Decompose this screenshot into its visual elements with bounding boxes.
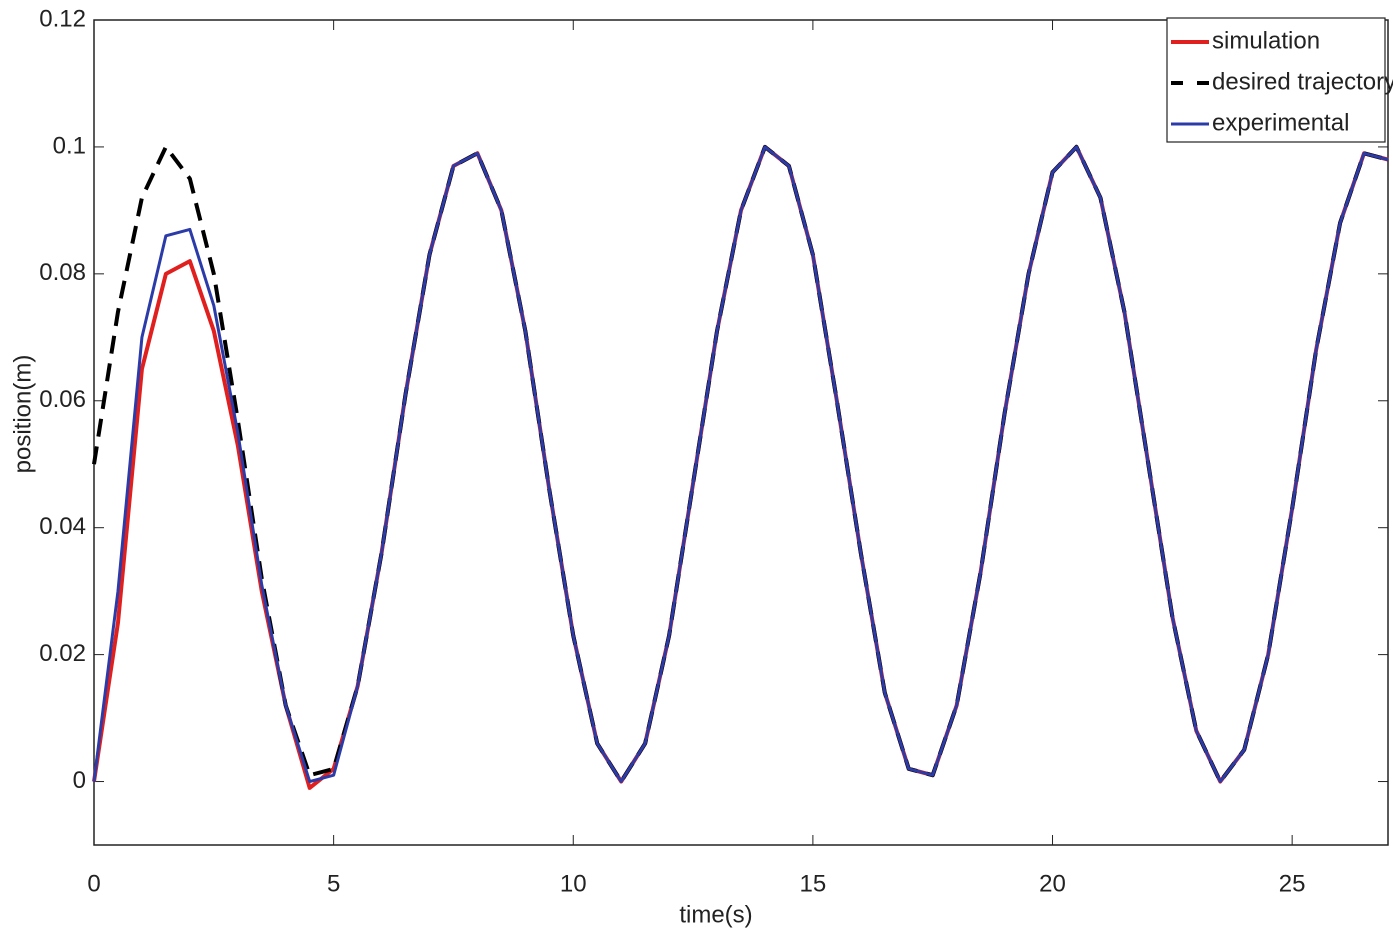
- legend-label: simulation: [1212, 27, 1320, 54]
- y-tick-label: 0.04: [39, 513, 86, 540]
- legend-label: experimental: [1212, 109, 1349, 136]
- y-tick-label: 0.06: [39, 386, 86, 413]
- y-tick-label: 0.1: [53, 132, 86, 159]
- x-tick-label: 0: [87, 870, 100, 897]
- series-line: [92, 144, 1389, 790]
- y-tick-label: 0.08: [39, 259, 86, 286]
- x-tick-label: 10: [560, 870, 587, 897]
- y-tick-label: 0: [73, 767, 86, 794]
- x-tick-label: 20: [1039, 870, 1066, 897]
- legend-label: desired trajectory: [1212, 68, 1393, 95]
- x-axis-label: time(s): [679, 901, 752, 928]
- x-tick-label: 25: [1279, 870, 1306, 897]
- x-tick-label: 15: [800, 870, 827, 897]
- y-tick-label: 0.02: [39, 640, 86, 667]
- series-line: [92, 145, 1389, 784]
- plot-frame: [93, 19, 1389, 846]
- x-tick-label: 5: [327, 870, 340, 897]
- legend-box: [1166, 17, 1386, 143]
- y-tick-label: 0.12: [39, 5, 86, 32]
- series-line: [92, 144, 1389, 784]
- y-axis-label: position(m): [9, 355, 36, 474]
